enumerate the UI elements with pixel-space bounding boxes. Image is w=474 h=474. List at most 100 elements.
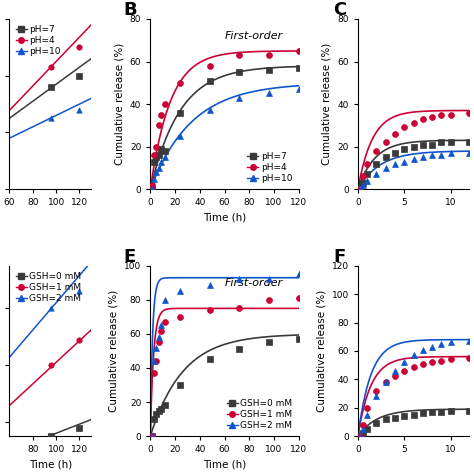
Text: F: F bbox=[333, 248, 346, 266]
Point bbox=[373, 419, 380, 427]
Point bbox=[428, 113, 436, 121]
Point bbox=[48, 64, 55, 71]
Y-axis label: Cumulative release (%): Cumulative release (%) bbox=[316, 290, 326, 412]
Point bbox=[438, 111, 445, 118]
Point bbox=[155, 164, 163, 172]
Point bbox=[161, 147, 169, 155]
Point bbox=[155, 338, 163, 346]
Point bbox=[356, 432, 364, 440]
Point bbox=[176, 132, 184, 140]
Point bbox=[382, 138, 390, 146]
Point bbox=[150, 357, 158, 365]
Point bbox=[364, 171, 371, 178]
X-axis label: Time (h): Time (h) bbox=[203, 460, 246, 470]
Point bbox=[236, 276, 243, 283]
Point bbox=[155, 334, 163, 341]
Point bbox=[438, 151, 445, 159]
Point bbox=[401, 412, 408, 420]
Point bbox=[48, 115, 55, 122]
Point bbox=[410, 363, 418, 370]
Point bbox=[356, 185, 364, 193]
Point bbox=[206, 77, 213, 84]
Text: First-order: First-order bbox=[225, 278, 283, 288]
Point bbox=[148, 185, 155, 193]
Point bbox=[236, 51, 243, 59]
X-axis label: Time (h): Time (h) bbox=[203, 213, 246, 223]
Point bbox=[158, 322, 165, 329]
Point bbox=[206, 306, 213, 314]
Point bbox=[148, 185, 155, 193]
Point bbox=[155, 151, 163, 159]
Point bbox=[236, 68, 243, 76]
Point bbox=[206, 107, 213, 114]
Point bbox=[438, 357, 445, 365]
Point bbox=[364, 425, 371, 433]
Point bbox=[150, 151, 158, 159]
Point bbox=[391, 367, 399, 374]
Point bbox=[382, 164, 390, 172]
Y-axis label: Cumulative release (%): Cumulative release (%) bbox=[322, 43, 332, 165]
Point bbox=[391, 149, 399, 157]
Point bbox=[153, 168, 160, 176]
Point bbox=[176, 381, 184, 389]
Point bbox=[356, 432, 364, 440]
Point bbox=[161, 401, 169, 409]
Point bbox=[150, 415, 158, 423]
Point bbox=[161, 296, 169, 304]
Point bbox=[382, 415, 390, 423]
Point bbox=[465, 337, 473, 345]
Point bbox=[265, 338, 273, 346]
Point bbox=[48, 361, 55, 369]
Point bbox=[401, 358, 408, 366]
Point bbox=[359, 425, 366, 433]
Point bbox=[465, 407, 473, 414]
Y-axis label: Cumulative release (%): Cumulative release (%) bbox=[114, 43, 124, 165]
Point bbox=[447, 407, 455, 414]
Point bbox=[359, 173, 366, 180]
Point bbox=[438, 408, 445, 416]
Point bbox=[364, 411, 371, 419]
Point bbox=[295, 64, 302, 72]
Point bbox=[236, 305, 243, 312]
Point bbox=[401, 124, 408, 131]
Point bbox=[150, 369, 158, 377]
Point bbox=[401, 145, 408, 153]
Point bbox=[428, 343, 436, 350]
Point bbox=[76, 288, 83, 295]
Point bbox=[265, 90, 273, 97]
Point bbox=[76, 72, 83, 80]
Point bbox=[76, 424, 83, 431]
Point bbox=[153, 143, 160, 150]
Point bbox=[161, 154, 169, 161]
Point bbox=[150, 158, 158, 165]
Point bbox=[410, 143, 418, 150]
Point bbox=[373, 160, 380, 167]
Point bbox=[176, 109, 184, 117]
Point bbox=[236, 94, 243, 101]
Point bbox=[206, 281, 213, 288]
Point bbox=[206, 356, 213, 363]
Point bbox=[382, 154, 390, 161]
Point bbox=[410, 411, 418, 419]
Point bbox=[373, 147, 380, 155]
Point bbox=[76, 44, 83, 51]
Legend: pH=7, pH=4, pH=10: pH=7, pH=4, pH=10 bbox=[14, 24, 63, 58]
Point bbox=[295, 335, 302, 343]
Point bbox=[364, 177, 371, 184]
Point bbox=[391, 373, 399, 380]
Point bbox=[447, 138, 455, 146]
Point bbox=[158, 327, 165, 334]
Point bbox=[176, 79, 184, 87]
Point bbox=[148, 181, 155, 189]
Point bbox=[161, 100, 169, 108]
Point bbox=[419, 360, 427, 367]
Point bbox=[465, 109, 473, 117]
Point bbox=[410, 155, 418, 163]
Point bbox=[438, 138, 445, 146]
Point bbox=[153, 410, 160, 418]
Point bbox=[295, 47, 302, 55]
Point bbox=[356, 185, 364, 193]
Point bbox=[359, 181, 366, 189]
Point bbox=[391, 130, 399, 137]
Point bbox=[295, 85, 302, 93]
